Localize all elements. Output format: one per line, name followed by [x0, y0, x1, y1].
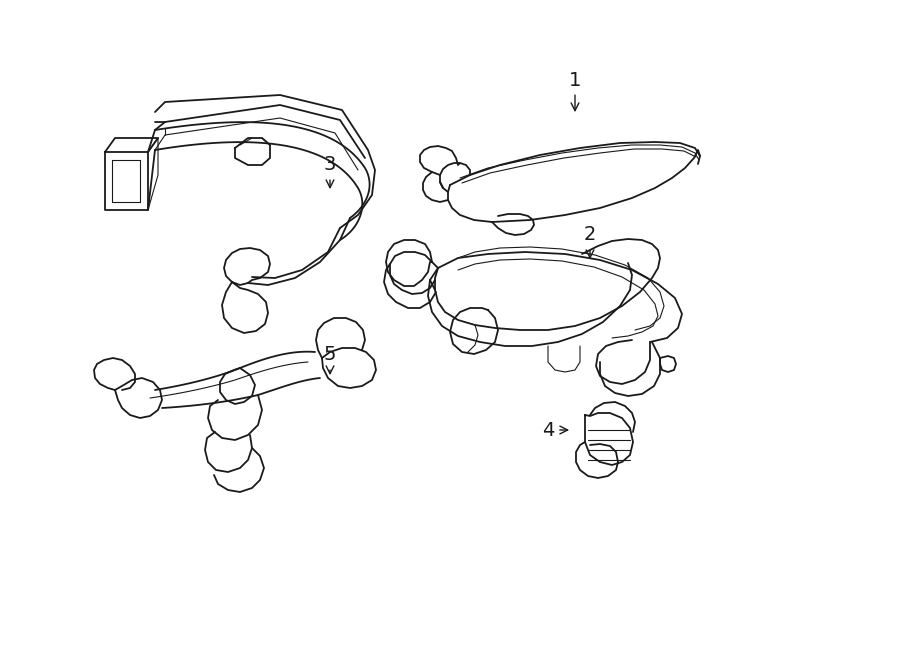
Text: 2: 2 — [584, 225, 596, 258]
Text: 3: 3 — [324, 155, 337, 188]
Text: 5: 5 — [324, 346, 337, 373]
Text: 1: 1 — [569, 71, 581, 110]
Text: 4: 4 — [542, 420, 568, 440]
